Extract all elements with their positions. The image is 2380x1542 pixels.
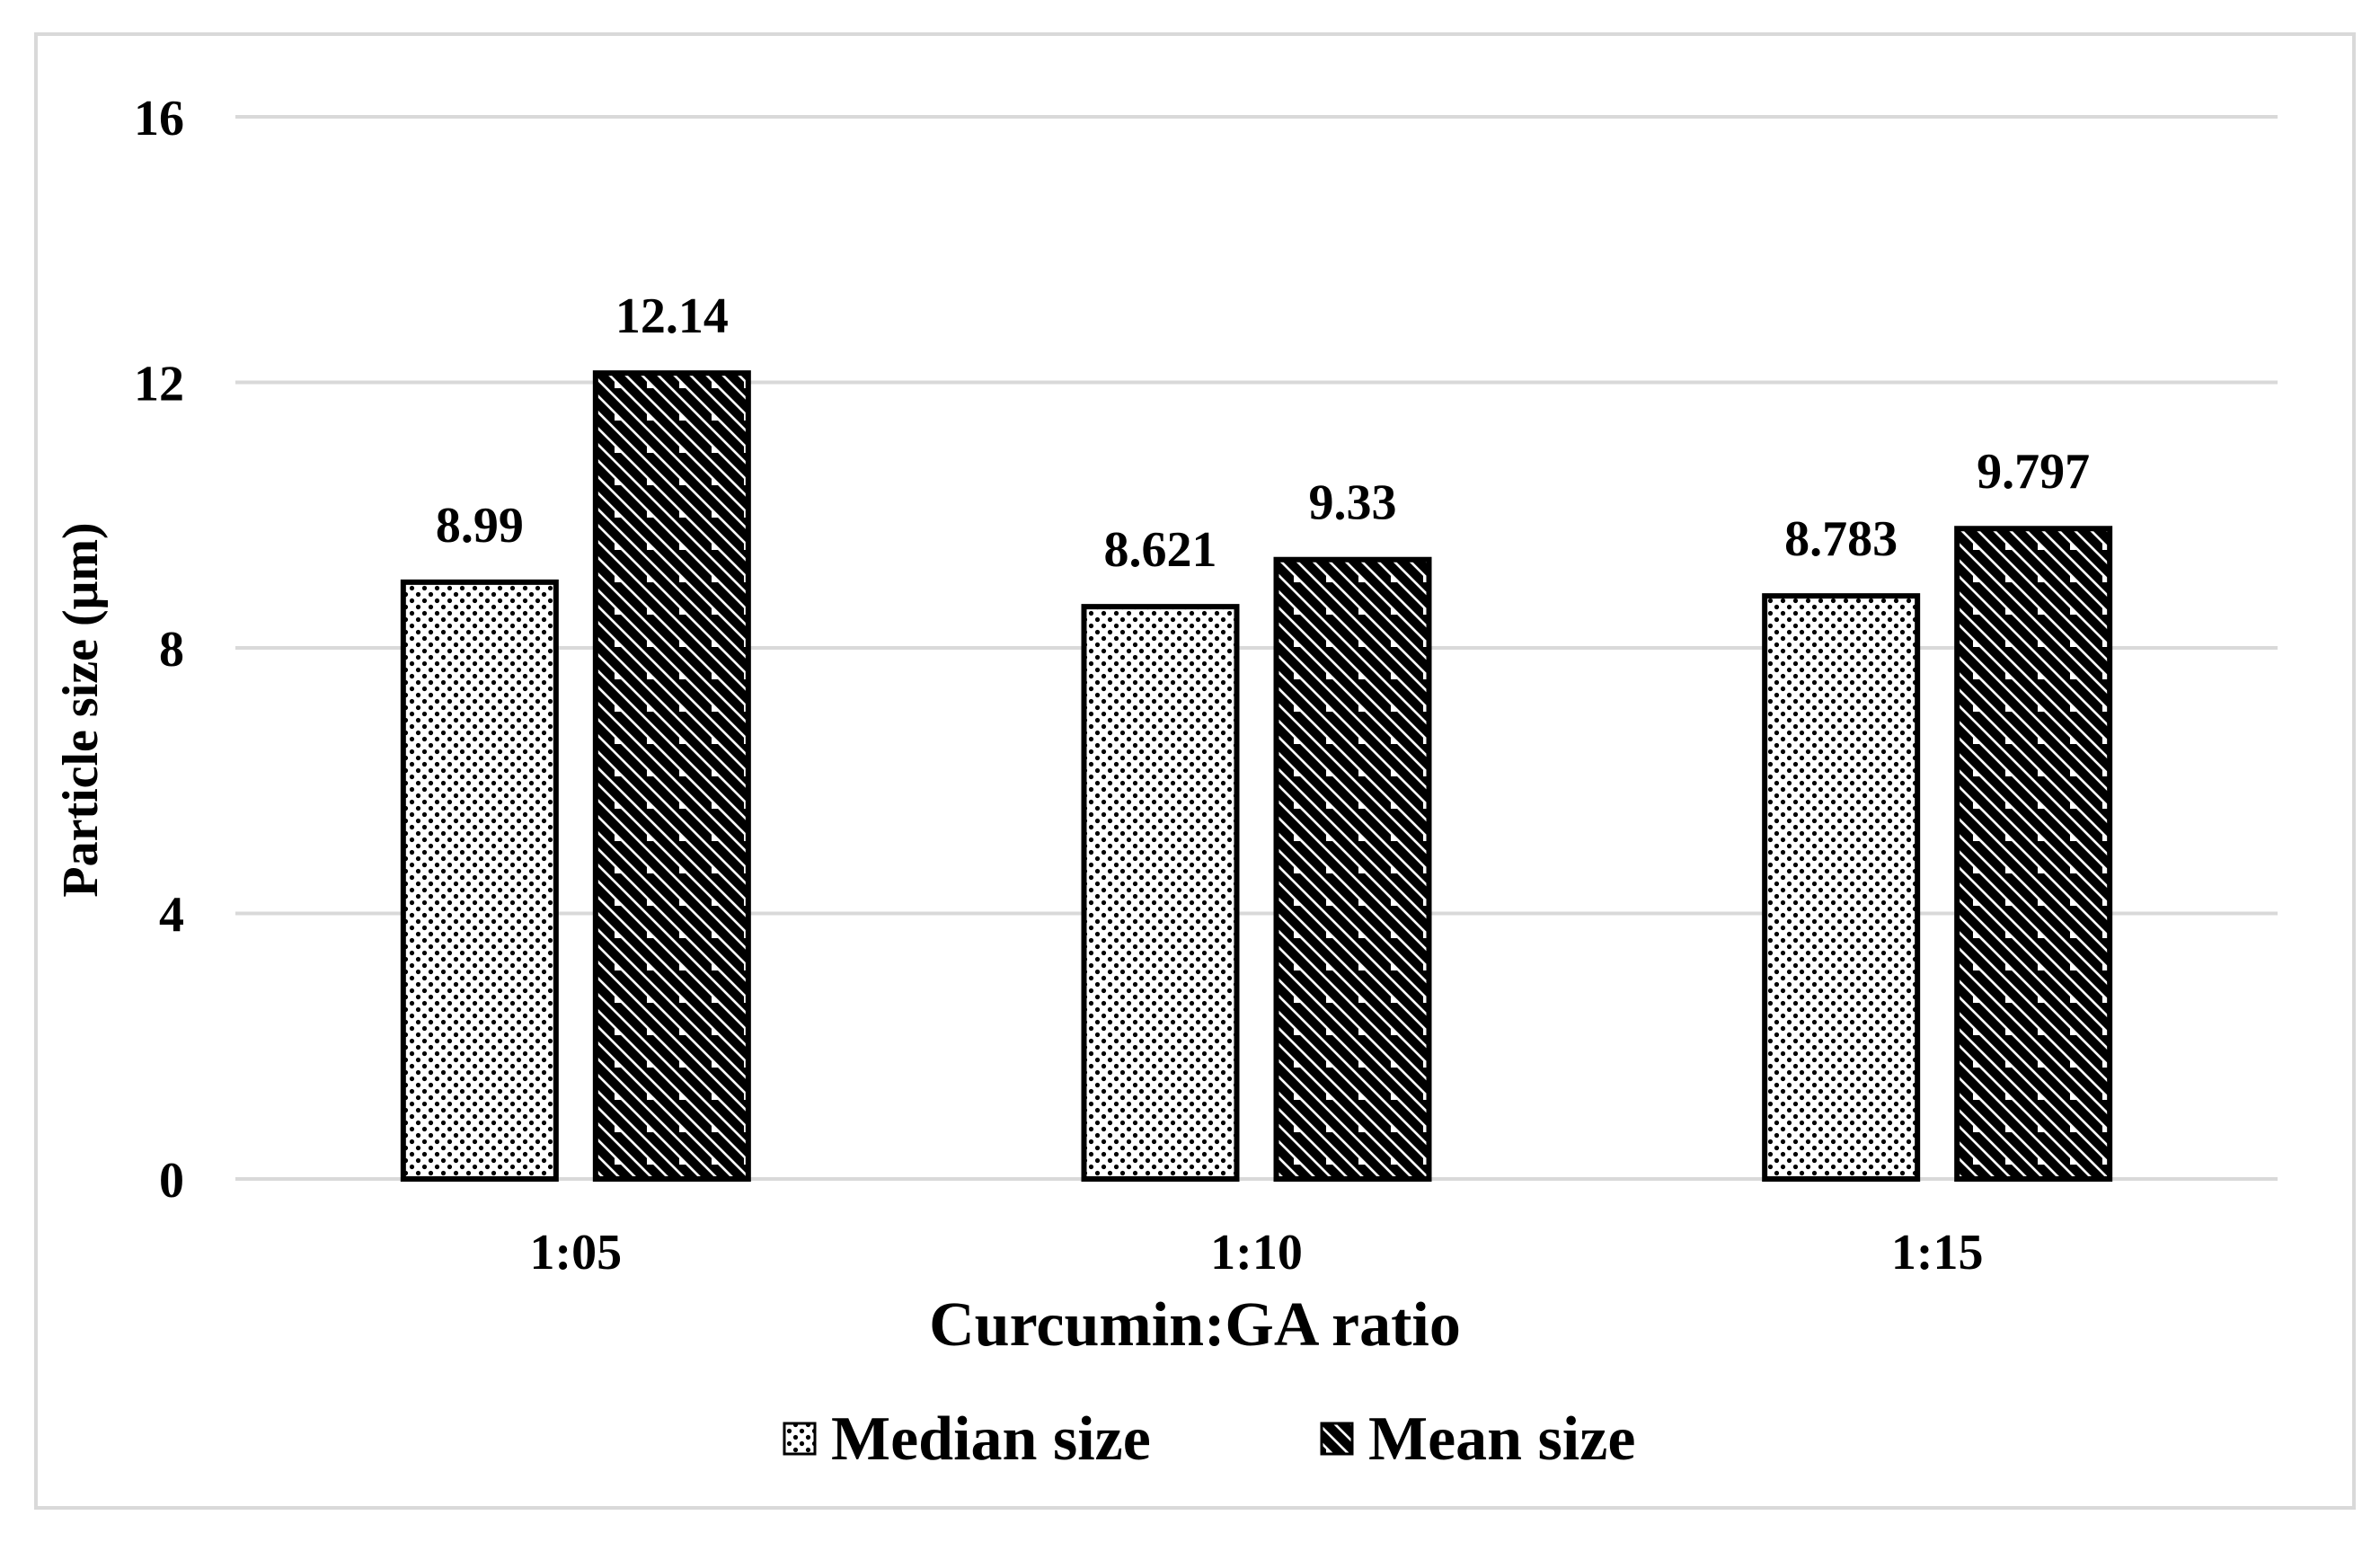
legend-label-median: Median size (831, 1405, 1151, 1474)
y-axis-ticks: 0 4 8 12 16 (134, 91, 184, 1209)
data-label: 9.33 (1309, 475, 1397, 531)
data-label: 12.14 (615, 288, 729, 344)
y-axis-title: Particle size (μm) (53, 522, 109, 897)
bar-mean-0 (592, 370, 751, 1183)
legend: Median size Mean size (783, 1405, 1635, 1474)
data-label: 8.621 (1104, 522, 1217, 578)
legend-label-mean: Mean size (1368, 1405, 1635, 1474)
data-labels: 8.99 12.14 8.621 9.33 8.783 9.797 (436, 288, 2090, 578)
y-tick-label: 16 (134, 91, 184, 146)
bars (400, 370, 2113, 1183)
data-label: 9.797 (1977, 444, 2090, 500)
bar-median-0 (400, 579, 559, 1182)
x-axis-ticks: 1:05 1:10 1:15 (530, 1225, 1984, 1281)
x-tick-label: 1:10 (1210, 1225, 1303, 1281)
y-tick-label: 8 (159, 622, 184, 678)
y-tick-label: 4 (159, 888, 184, 944)
gridlines (235, 115, 2278, 1181)
bar-mean-1 (1273, 556, 1432, 1182)
data-label: 8.99 (436, 498, 524, 554)
x-tick-label: 1:15 (1891, 1225, 1984, 1281)
bar-median-2 (1762, 593, 1921, 1182)
x-axis-title: Curcumin:GA ratio (929, 1290, 1461, 1360)
legend-swatch-mean (1320, 1422, 1354, 1456)
legend-swatch-median (783, 1422, 817, 1456)
data-label: 8.783 (1784, 511, 1898, 567)
y-tick-label: 12 (134, 357, 184, 412)
bar-mean-2 (1954, 526, 2113, 1182)
y-tick-label: 0 (159, 1153, 184, 1209)
x-tick-label: 1:05 (530, 1225, 623, 1281)
bar-median-1 (1081, 604, 1240, 1182)
